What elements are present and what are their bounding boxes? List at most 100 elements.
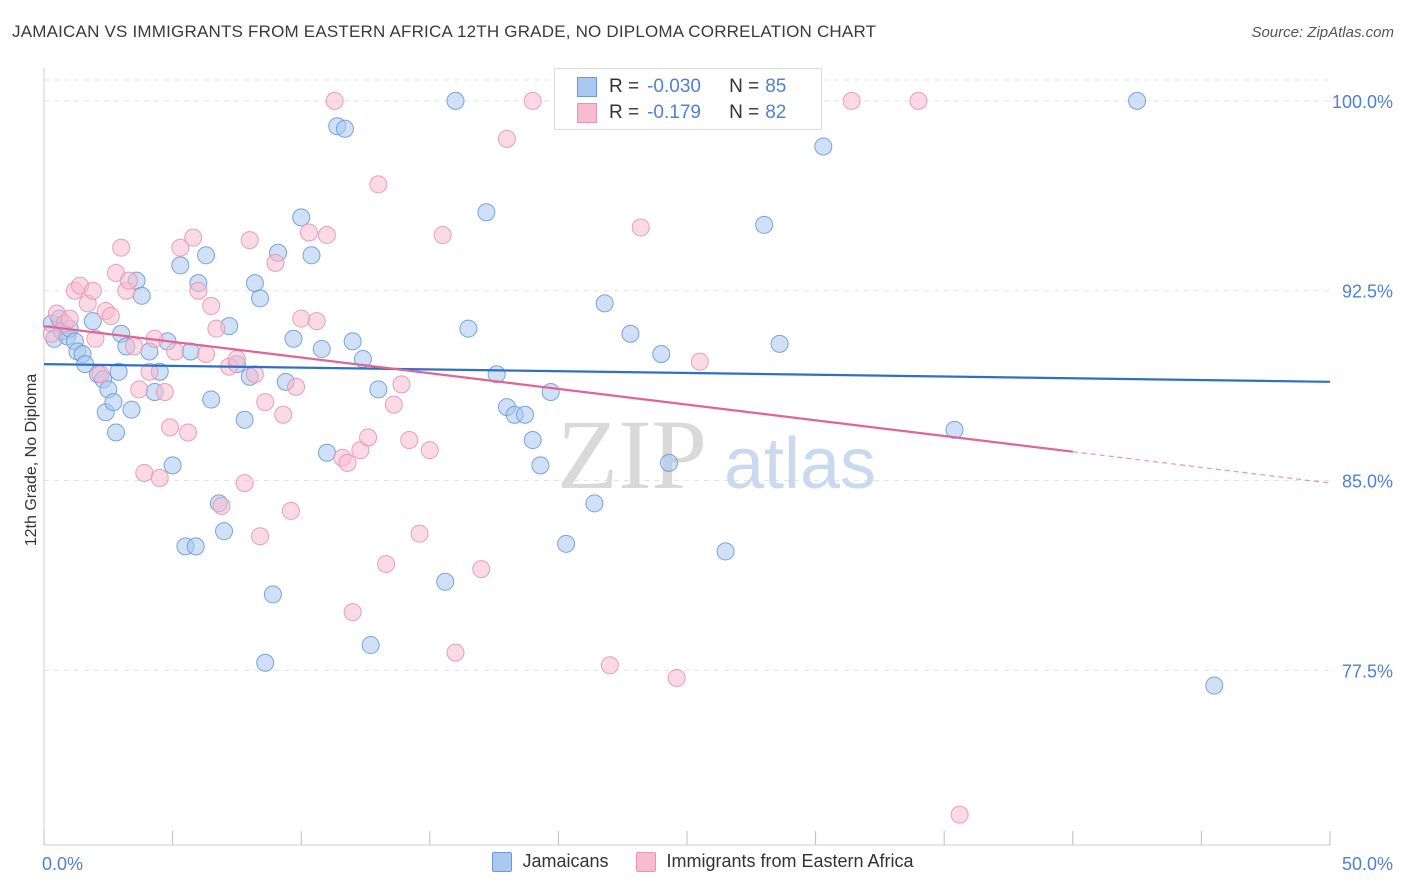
point-immigrants-27 <box>184 228 203 247</box>
grid-lines <box>44 79 1330 671</box>
point-jamaicans-82 <box>1205 676 1224 695</box>
point-immigrants-18 <box>135 463 154 482</box>
trend-line-immigrants <box>43 325 1073 453</box>
point-jamaicans-72 <box>621 324 640 343</box>
point-immigrants-38 <box>251 527 270 546</box>
point-jamaicans-78 <box>770 334 789 353</box>
point-jamaicans-53 <box>335 119 354 138</box>
y-tick-label-1: 92.5% <box>1342 282 1393 302</box>
point-jamaicans-59 <box>446 91 465 110</box>
point-jamaicans-68 <box>541 382 560 401</box>
stats-row-immigrants: R = -0.179 N = 82 <box>577 100 786 126</box>
r-value: -0.179 <box>647 102 701 123</box>
trend-line-jamaicans <box>43 363 1331 383</box>
point-immigrants-70 <box>842 91 861 110</box>
point-immigrants-54 <box>369 175 388 194</box>
point-jamaicans-49 <box>302 246 321 265</box>
point-jamaicans-56 <box>361 636 380 655</box>
point-immigrants-46 <box>307 312 326 331</box>
point-immigrants-26 <box>179 423 198 442</box>
watermark: ZIP atlas <box>557 399 876 510</box>
y-tick-label-3: 77.5% <box>1342 661 1393 681</box>
legend-label-immigrants: Immigrants from Eastern Africa <box>666 851 914 871</box>
point-immigrants-25 <box>171 238 190 257</box>
point-jamaicans-51 <box>317 443 336 462</box>
point-immigrants-61 <box>433 226 452 245</box>
point-jamaicans-80 <box>945 420 964 439</box>
x-tick-label-min: 0.0% <box>42 854 83 874</box>
trend-line-immigrants-extension <box>1072 451 1331 484</box>
point-immigrants-51 <box>343 603 362 622</box>
legend-item-jamaicans[interactable]: Jamaicans <box>492 851 608 872</box>
point-immigrants-24 <box>166 342 185 361</box>
legend: Jamaicans Immigrants from Eastern Africa <box>0 851 1406 872</box>
point-immigrants-69 <box>690 352 709 371</box>
point-immigrants-30 <box>202 296 221 315</box>
point-jamaicans-48 <box>292 208 311 227</box>
point-immigrants-11 <box>101 307 120 326</box>
point-immigrants-3 <box>60 309 79 328</box>
point-immigrants-57 <box>392 375 411 394</box>
point-jamaicans-74 <box>659 453 678 472</box>
r-value: -0.030 <box>647 76 701 97</box>
legend-item-immigrants[interactable]: Immigrants from Eastern Africa <box>636 851 914 872</box>
point-immigrants-40 <box>266 253 285 272</box>
x-tick-labels: 0.0% 50.0% <box>42 854 1393 874</box>
watermark-zip: ZIP <box>557 399 707 510</box>
point-jamaicans-15 <box>104 393 123 412</box>
point-immigrants-71 <box>909 91 928 110</box>
r-label: R = <box>609 102 640 123</box>
y-tick-label-0: 100.0% <box>1332 92 1393 112</box>
y-tick-labels: 100.0% 92.5% 85.0% 77.5% <box>1332 92 1393 681</box>
point-immigrants-63 <box>472 560 491 579</box>
point-immigrants-44 <box>292 309 311 328</box>
point-jamaicans-36 <box>215 522 234 541</box>
point-jamaicans-75 <box>716 542 735 561</box>
point-immigrants-37 <box>245 365 264 384</box>
point-jamaicans-79 <box>814 137 833 156</box>
point-immigrants-50 <box>338 453 357 472</box>
point-jamaicans-17 <box>109 362 128 381</box>
point-immigrants-45 <box>299 223 318 242</box>
point-immigrants-34 <box>227 350 246 369</box>
point-jamaicans-69 <box>557 534 576 553</box>
n-label: N = <box>729 102 760 123</box>
point-immigrants-47 <box>317 226 336 245</box>
point-immigrants-36 <box>240 231 259 250</box>
point-jamaicans-27 <box>163 456 182 475</box>
point-jamaicans-42 <box>251 289 270 308</box>
point-jamaicans-39 <box>235 410 254 429</box>
point-jamaicans-66 <box>523 431 542 450</box>
point-immigrants-7 <box>83 281 102 300</box>
legend-swatch-jamaicans <box>492 851 513 872</box>
point-immigrants-59 <box>410 524 429 543</box>
point-jamaicans-16 <box>107 423 126 442</box>
trend-lines <box>43 325 1331 484</box>
point-immigrants-72 <box>950 805 969 824</box>
point-jamaicans-22 <box>132 286 151 305</box>
point-jamaicans-81 <box>1128 91 1147 110</box>
point-immigrants-60 <box>420 441 439 460</box>
n-value: 85 <box>765 76 787 97</box>
point-immigrants-0 <box>42 324 61 343</box>
legend-swatch-immigrants <box>636 851 657 872</box>
point-jamaicans-77 <box>755 215 774 234</box>
point-immigrants-41 <box>274 405 293 424</box>
source-label: Source: ZipAtlas.com <box>1251 24 1394 41</box>
watermark-atlas: atlas <box>724 424 876 504</box>
point-immigrants-66 <box>600 656 619 675</box>
point-jamaicans-61 <box>477 203 496 222</box>
point-immigrants-23 <box>161 418 180 437</box>
point-immigrants-55 <box>377 555 396 574</box>
point-immigrants-65 <box>523 91 542 110</box>
point-jamaicans-43 <box>256 653 275 672</box>
r-label: R = <box>609 76 640 97</box>
point-jamaicans-58 <box>436 572 455 591</box>
n-value: 82 <box>765 102 787 123</box>
point-jamaicans-60 <box>459 319 478 338</box>
point-immigrants-42 <box>281 501 300 520</box>
point-immigrants-43 <box>287 377 306 396</box>
point-jamaicans-34 <box>202 390 221 409</box>
point-jamaicans-73 <box>652 344 671 363</box>
